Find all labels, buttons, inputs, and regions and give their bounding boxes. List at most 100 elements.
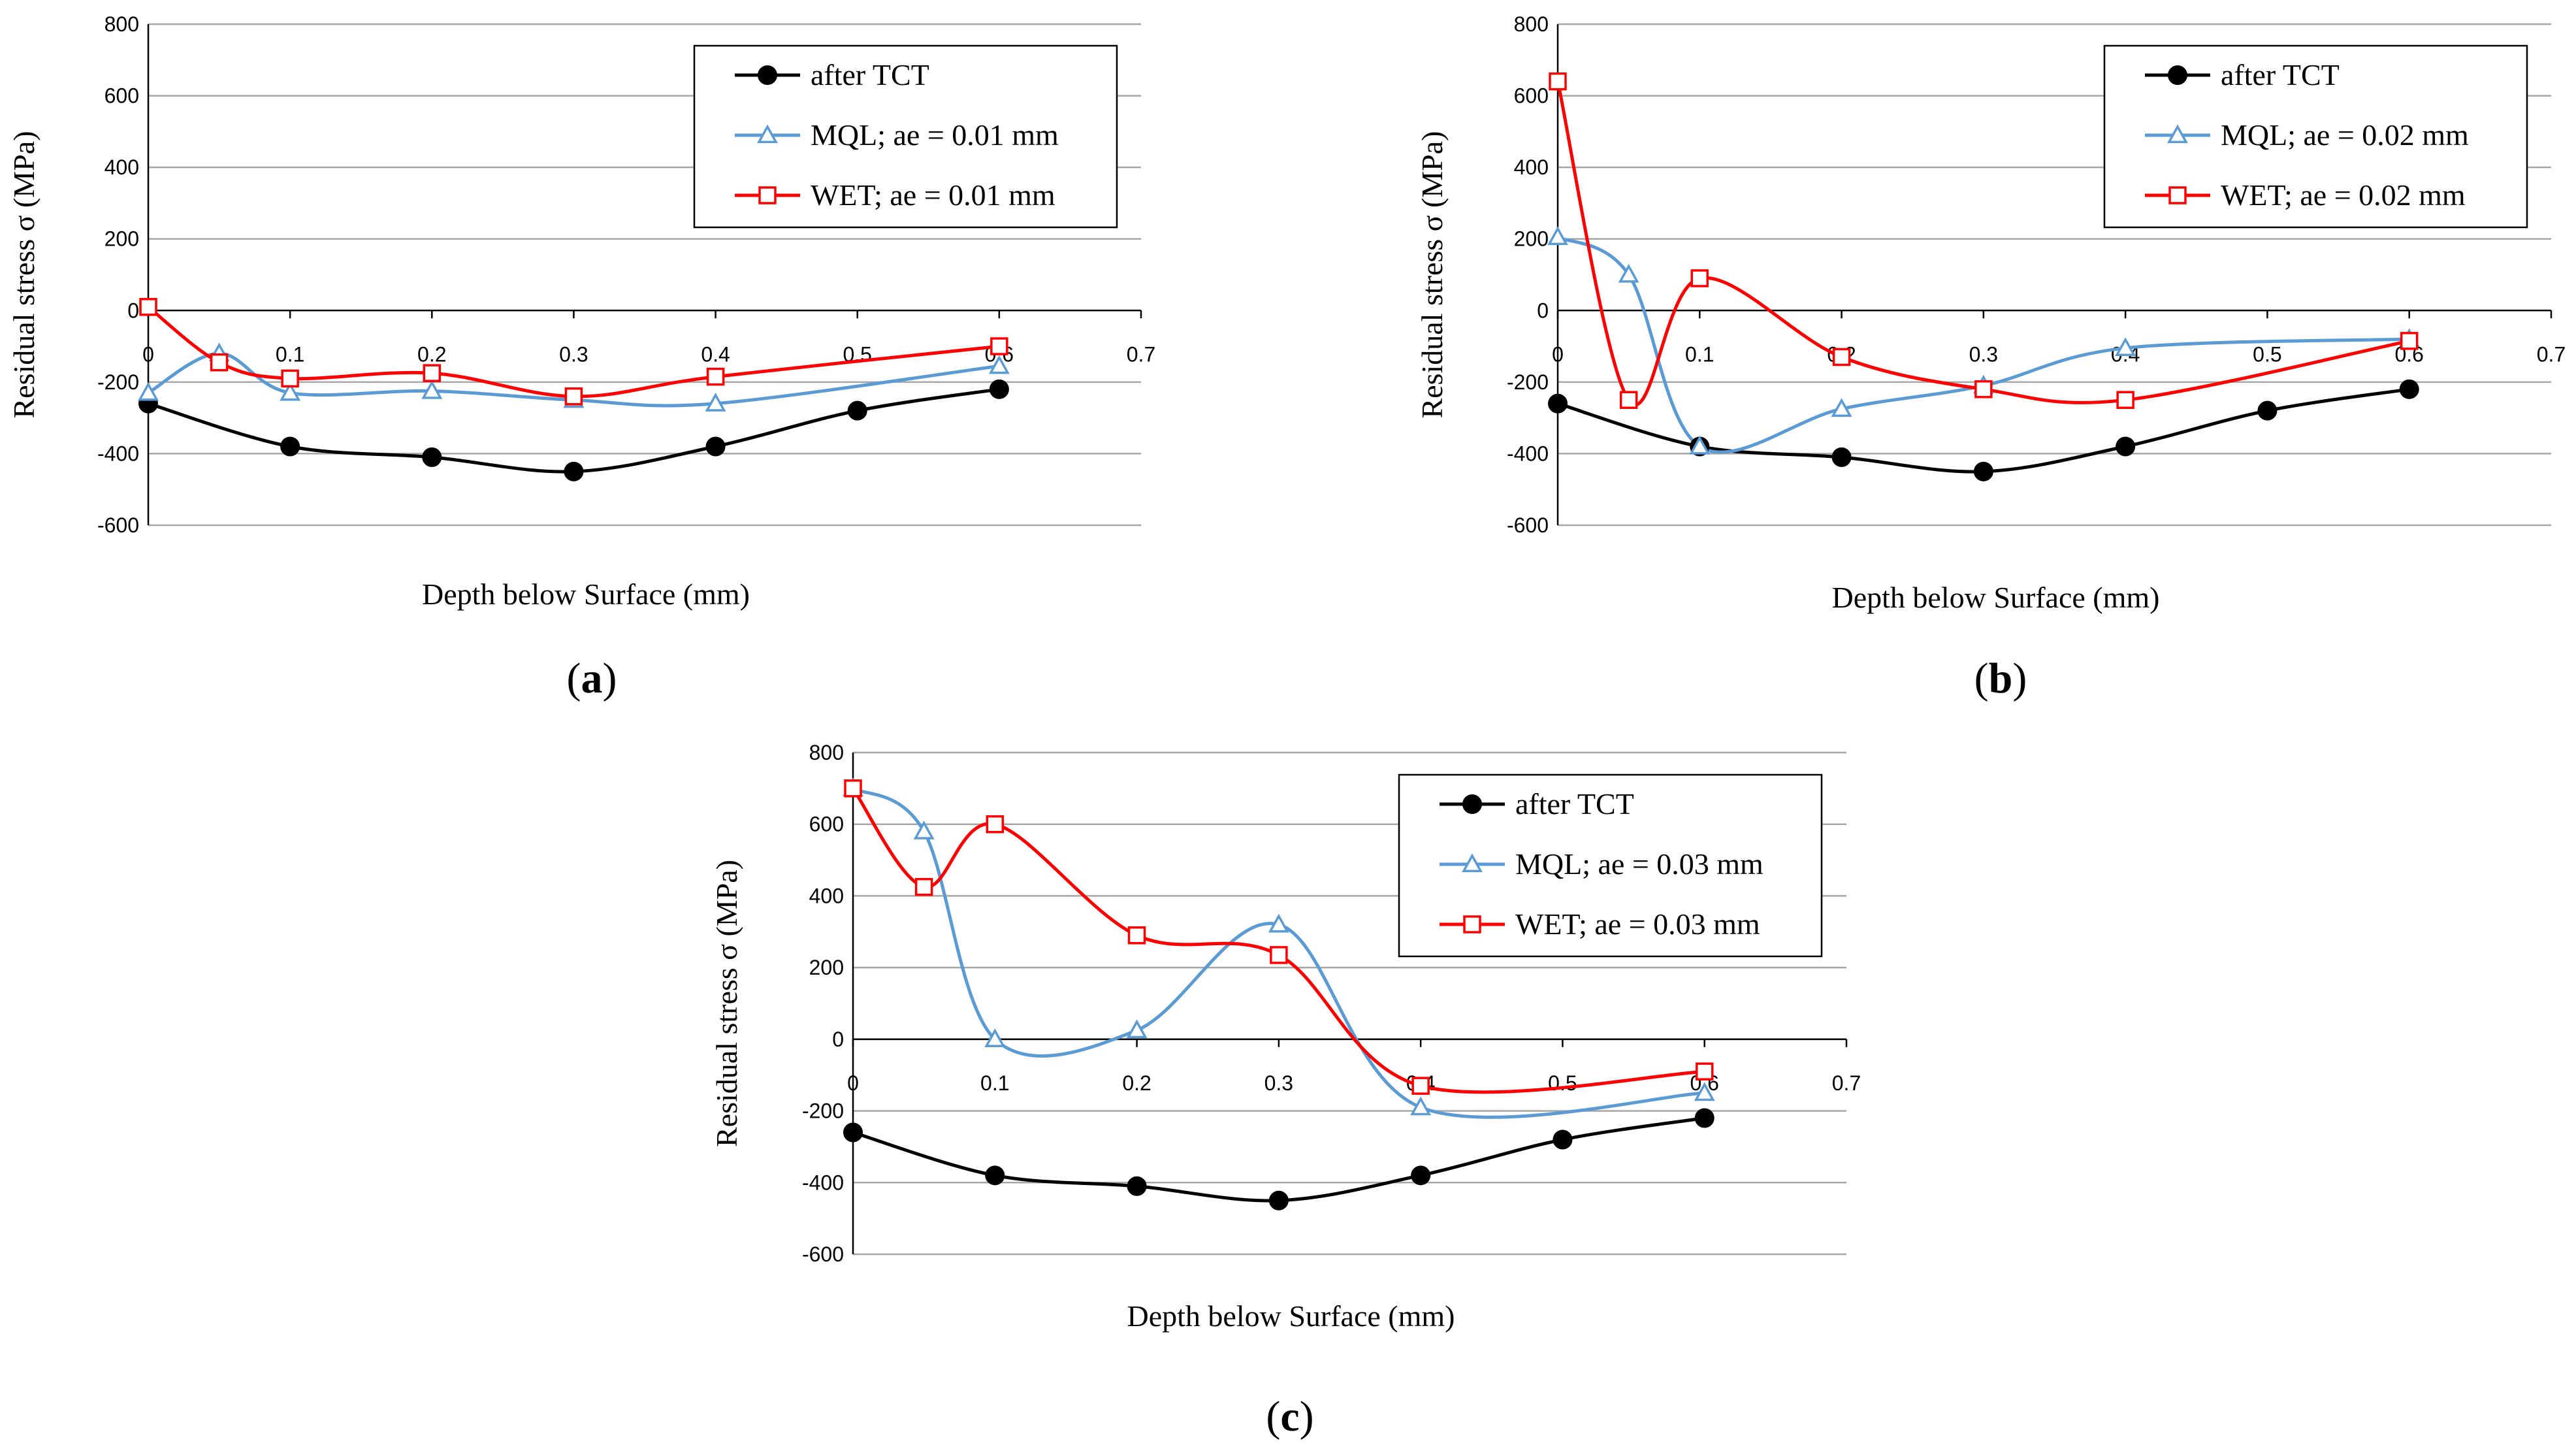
series-filled-circle-0 bbox=[852, 1116, 1705, 1203]
panel-c: 8006004002000-200-400-60000.10.20.30.40.… bbox=[710, 741, 1861, 1440]
legend: after TCT MQL; ae = 0.02 mm WET; ae = 0.02… bbox=[2103, 44, 2528, 229]
data-point bbox=[564, 387, 583, 406]
y-tick-label: 400 bbox=[105, 155, 139, 179]
y-tick-label: -200 bbox=[802, 1099, 844, 1123]
x-tick-label: 0.7 bbox=[1832, 1071, 1861, 1095]
data-point bbox=[138, 382, 159, 401]
y-tick-label: 200 bbox=[809, 956, 844, 979]
data-point bbox=[705, 393, 726, 412]
data-point bbox=[1127, 926, 1146, 945]
legend-swatch-marker bbox=[2167, 124, 2188, 144]
series-line bbox=[1556, 235, 2409, 454]
data-point bbox=[2400, 332, 2419, 350]
data-point bbox=[1268, 1190, 1289, 1210]
x-tick-label: 0.7 bbox=[1127, 342, 1155, 366]
x-tick-label: 0.5 bbox=[1548, 1071, 1577, 1095]
y-axis-title: Residual stress σ (MPa) bbox=[710, 860, 743, 1147]
x-axis-title: Depth below Surface (mm) bbox=[1831, 581, 2159, 614]
data-point bbox=[1690, 269, 1709, 287]
data-point bbox=[847, 400, 867, 421]
series-line bbox=[147, 305, 1000, 398]
y-tick-label: -200 bbox=[97, 370, 139, 394]
x-tick-label: 0.7 bbox=[2537, 342, 2566, 366]
data-point bbox=[986, 815, 1005, 834]
legend-swatch-marker bbox=[758, 65, 777, 85]
data-point bbox=[1689, 435, 1711, 455]
data-point bbox=[281, 369, 299, 388]
data-point bbox=[914, 877, 933, 896]
data-point bbox=[706, 367, 725, 386]
data-point bbox=[1974, 380, 1993, 398]
legend-entry: after TCT bbox=[811, 58, 929, 91]
legend-swatch-marker bbox=[2168, 186, 2187, 204]
data-point bbox=[1547, 226, 1568, 246]
data-point bbox=[1973, 461, 1993, 481]
data-point bbox=[913, 820, 935, 839]
data-point bbox=[1619, 391, 1638, 409]
panel-caption: (c) bbox=[1266, 1393, 1313, 1440]
data-point bbox=[1832, 348, 1851, 366]
data-point bbox=[1126, 1019, 1148, 1039]
y-tick-label: 600 bbox=[105, 84, 139, 108]
data-point bbox=[280, 436, 300, 457]
y-tick-label: -400 bbox=[1507, 442, 1549, 465]
series-line bbox=[147, 351, 1000, 408]
panel-caption-letter: a bbox=[581, 655, 603, 702]
y-tick-label: 0 bbox=[1537, 299, 1549, 322]
x-tick-label: 0 bbox=[847, 1071, 859, 1095]
y-tick-label: 600 bbox=[809, 813, 844, 836]
legend-entry: after TCT bbox=[1515, 787, 1634, 820]
data-point bbox=[2116, 436, 2136, 457]
data-point bbox=[1618, 263, 1639, 283]
data-point bbox=[990, 337, 1008, 355]
x-tick-label: 0.3 bbox=[1264, 1071, 1293, 1095]
legend-swatch-marker bbox=[1462, 794, 1482, 814]
y-tick-label: 800 bbox=[105, 12, 139, 36]
y-tick-label: 0 bbox=[127, 299, 139, 322]
legend-entry: MQL; ae = 0.01 mm bbox=[811, 118, 1059, 152]
data-point bbox=[1411, 1077, 1430, 1095]
data-point bbox=[1127, 1176, 1147, 1196]
legend-swatch-marker bbox=[1462, 853, 1483, 873]
x-axis-title: Depth below Surface (mm) bbox=[422, 577, 750, 611]
data-point bbox=[2116, 391, 2134, 409]
data-point bbox=[1695, 1062, 1714, 1080]
panel-caption: (a) bbox=[567, 655, 617, 702]
x-tick-label: 0.1 bbox=[980, 1071, 1009, 1095]
data-point bbox=[1694, 1108, 1715, 1128]
data-point bbox=[989, 379, 1009, 399]
legend: after TCT MQL; ae = 0.01 mm WET; ae = 0.01… bbox=[693, 44, 1118, 229]
data-point bbox=[139, 298, 157, 316]
data-point bbox=[844, 779, 862, 798]
data-point bbox=[985, 1165, 1005, 1186]
series-open-square-2 bbox=[147, 305, 1000, 398]
data-point bbox=[1410, 1096, 1432, 1116]
y-tick-label: -600 bbox=[1507, 513, 1549, 537]
x-tick-label: 0 bbox=[142, 342, 154, 366]
x-tick-label: 0.2 bbox=[1122, 1071, 1151, 1095]
data-point bbox=[422, 447, 442, 467]
y-tick-label: 0 bbox=[832, 1028, 844, 1051]
x-tick-label: 0.3 bbox=[1969, 342, 1998, 366]
legend-entry: after TCT bbox=[2221, 58, 2340, 91]
panel-b: 8006004002000-200-400-60000.10.20.30.40.… bbox=[1415, 12, 2566, 702]
data-point bbox=[705, 436, 726, 457]
y-axis-title: Residual stress σ (MPa) bbox=[7, 131, 40, 418]
series-line bbox=[852, 787, 1705, 1119]
series-open-square-2 bbox=[1556, 81, 2410, 407]
legend-swatch-marker bbox=[758, 186, 777, 204]
y-tick-label: -400 bbox=[97, 442, 139, 465]
y-tick-label: -400 bbox=[802, 1171, 844, 1194]
series-open-triangle-1 bbox=[147, 351, 1000, 408]
data-point bbox=[2257, 400, 2278, 421]
y-tick-label: 800 bbox=[1514, 12, 1549, 36]
x-tick-label: 0.2 bbox=[417, 342, 446, 366]
legend-swatch-marker bbox=[2168, 65, 2187, 85]
y-tick-label: 400 bbox=[1514, 155, 1549, 179]
data-point bbox=[1411, 1165, 1431, 1186]
data-point bbox=[210, 353, 229, 372]
series-markers-0 bbox=[138, 379, 1009, 481]
y-tick-label: -600 bbox=[97, 513, 139, 537]
x-tick-label: 0.3 bbox=[559, 342, 588, 366]
series-line bbox=[1556, 81, 2410, 407]
